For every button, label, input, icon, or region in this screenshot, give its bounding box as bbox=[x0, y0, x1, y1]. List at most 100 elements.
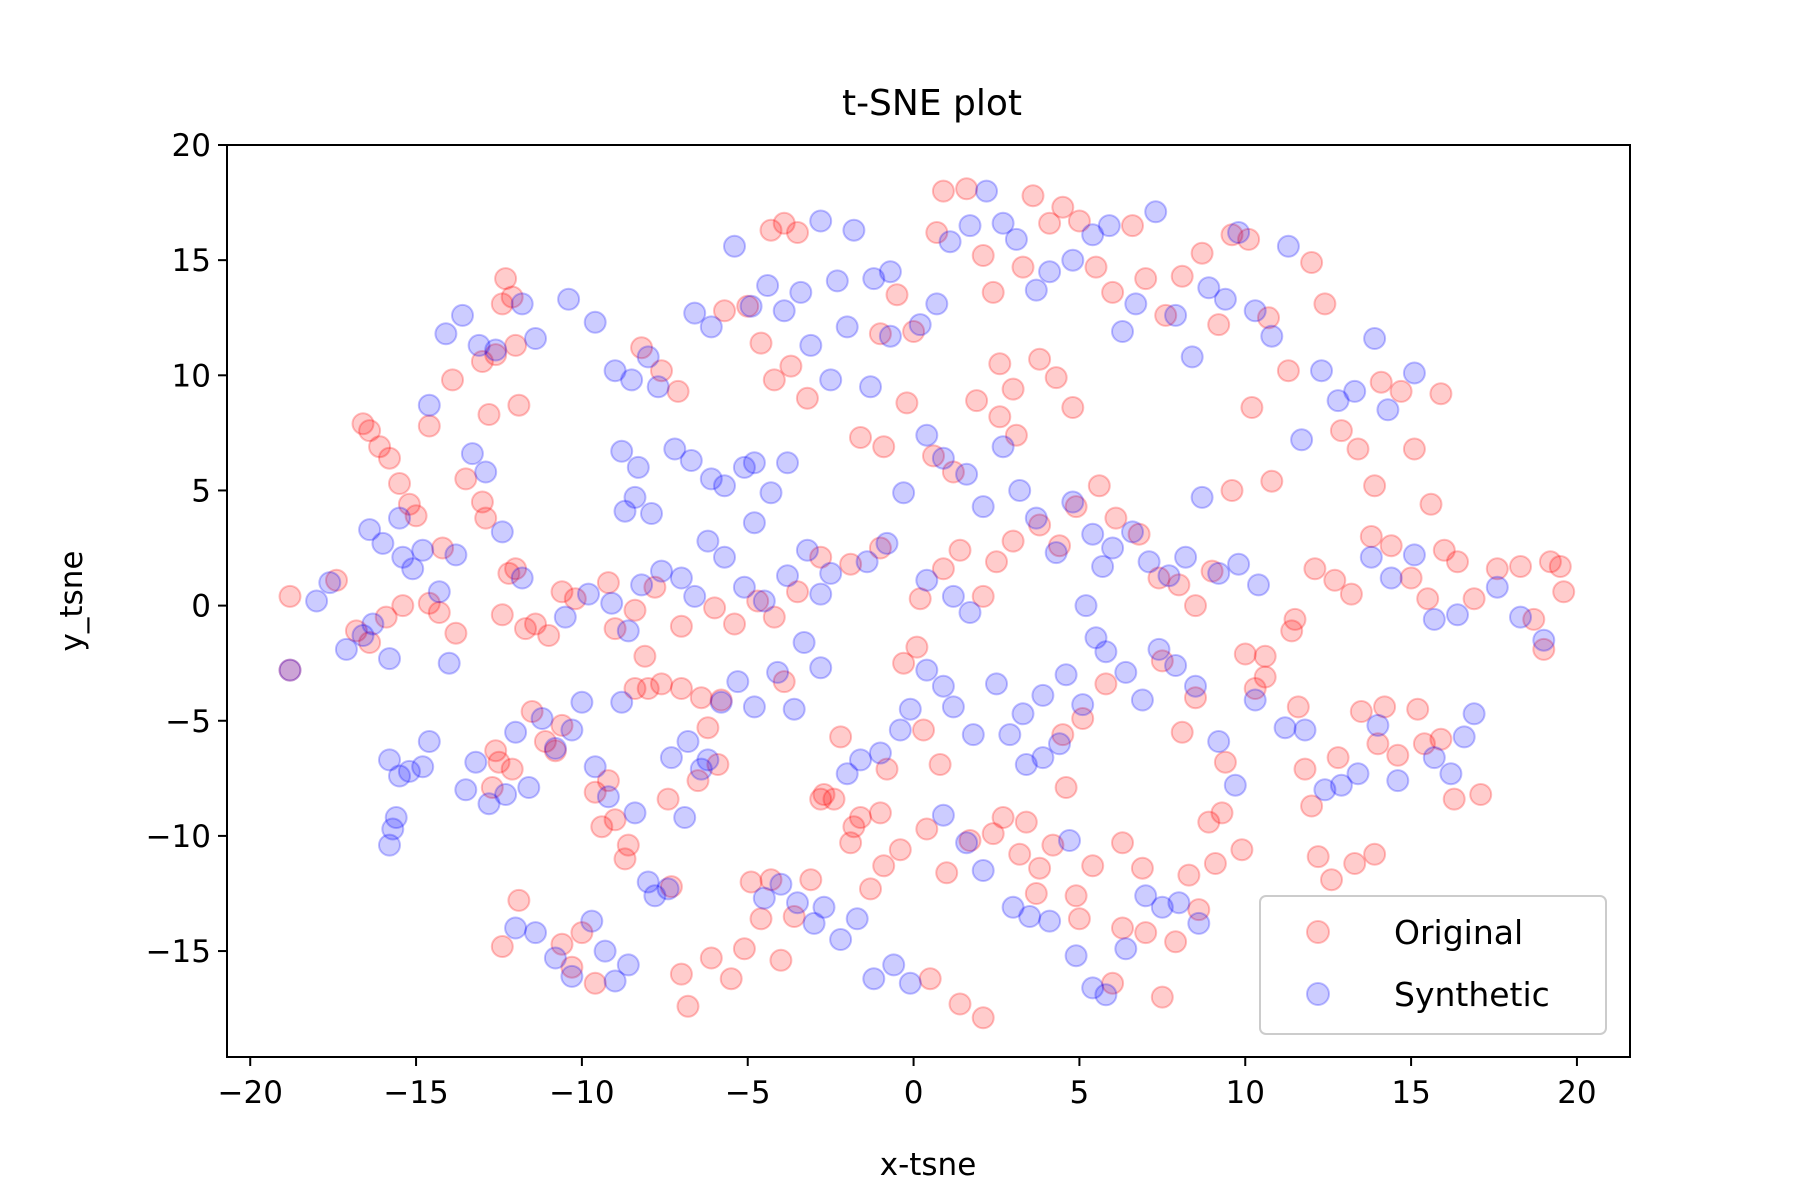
point-original-201 bbox=[1359, 525, 1383, 548]
point-synthetic-135 bbox=[1187, 911, 1211, 935]
point-synthetic-30 bbox=[610, 690, 634, 714]
point-original-66 bbox=[829, 725, 853, 749]
point-original-9 bbox=[397, 492, 421, 516]
point-original-20 bbox=[494, 267, 518, 291]
point-synthetic-43 bbox=[490, 520, 514, 544]
point-original-60 bbox=[759, 868, 783, 892]
point-original-111 bbox=[1485, 557, 1509, 581]
point-synthetic-99 bbox=[1091, 555, 1115, 578]
legend-label-original: Original bbox=[1394, 913, 1523, 952]
point-synthetic-185 bbox=[991, 211, 1015, 235]
x-tick-label: −10 bbox=[549, 1075, 614, 1111]
point-original-72 bbox=[892, 651, 916, 675]
point-synthetic-136 bbox=[1001, 895, 1025, 919]
point-synthetic-215 bbox=[915, 423, 939, 447]
point-synthetic-127 bbox=[504, 916, 528, 940]
x-tick-label: 15 bbox=[1391, 1075, 1430, 1111]
point-original-229 bbox=[888, 838, 912, 862]
point-synthetic-122 bbox=[603, 969, 627, 993]
point-synthetic-182 bbox=[938, 230, 962, 254]
point-original-12 bbox=[417, 591, 441, 615]
point-original-140 bbox=[1207, 313, 1231, 337]
point-synthetic-10 bbox=[388, 764, 411, 788]
point-original-6 bbox=[368, 435, 392, 459]
point-original-73 bbox=[905, 635, 929, 659]
point-original-173 bbox=[762, 605, 786, 629]
point-original-55 bbox=[699, 946, 723, 970]
point-original-146 bbox=[1313, 292, 1337, 316]
point-synthetic-101 bbox=[766, 660, 790, 684]
point-synthetic-224 bbox=[1081, 522, 1105, 546]
point-original-265 bbox=[772, 211, 796, 235]
point-original-206 bbox=[524, 612, 547, 636]
point-synthetic-130 bbox=[1094, 983, 1118, 1007]
point-original-90 bbox=[1150, 985, 1174, 1009]
point-original-136 bbox=[1134, 267, 1158, 291]
point-original-220 bbox=[590, 815, 614, 839]
point-original-129 bbox=[1021, 184, 1045, 208]
point-synthetic-74 bbox=[792, 631, 816, 654]
point-synthetic-54 bbox=[603, 359, 627, 383]
legend-box bbox=[1259, 895, 1607, 1035]
x-axis-label: x-tsne bbox=[880, 1147, 977, 1183]
point-original-95 bbox=[1203, 852, 1227, 875]
point-original-44 bbox=[616, 833, 640, 857]
point-original-259 bbox=[965, 389, 989, 413]
point-synthetic-128 bbox=[1064, 944, 1088, 968]
point-original-187 bbox=[1087, 474, 1111, 498]
point-original-218 bbox=[550, 713, 574, 737]
point-original-97 bbox=[1230, 838, 1254, 862]
point-original-53 bbox=[696, 716, 720, 740]
point-original-192 bbox=[1184, 594, 1207, 618]
point-synthetic-210 bbox=[799, 333, 823, 357]
point-synthetic-252 bbox=[669, 566, 693, 590]
point-synthetic-42 bbox=[474, 460, 498, 484]
point-original-23 bbox=[507, 393, 531, 417]
point-original-267 bbox=[759, 218, 783, 242]
point-synthetic-58 bbox=[610, 439, 634, 463]
point-original-40 bbox=[583, 780, 607, 804]
point-synthetic-28 bbox=[583, 755, 607, 779]
point-original-196 bbox=[1260, 469, 1284, 493]
point-original-160 bbox=[762, 368, 786, 392]
point-synthetic-133 bbox=[1150, 895, 1174, 919]
point-synthetic-221 bbox=[1024, 506, 1048, 530]
point-original-124 bbox=[971, 244, 995, 267]
point-original-135 bbox=[1121, 214, 1144, 238]
point-synthetic-46 bbox=[434, 322, 458, 346]
point-original-166 bbox=[603, 617, 627, 641]
point-synthetic-69 bbox=[696, 529, 720, 553]
point-original-153 bbox=[1419, 492, 1443, 516]
y-tick-label: −5 bbox=[165, 704, 211, 740]
point-original-236 bbox=[1051, 723, 1075, 747]
point-synthetic-20 bbox=[477, 792, 501, 816]
point-synthetic-44 bbox=[510, 566, 534, 590]
point-original-221 bbox=[636, 677, 660, 700]
point-original-103 bbox=[1320, 868, 1343, 892]
point-original-263 bbox=[1044, 366, 1068, 390]
point-original-183 bbox=[1001, 529, 1025, 553]
point-synthetic-153 bbox=[1346, 762, 1370, 786]
point-original-28 bbox=[487, 750, 511, 774]
point-synthetic-233 bbox=[1247, 573, 1270, 597]
point-original-117 bbox=[1538, 550, 1562, 574]
point-synthetic-106 bbox=[676, 730, 700, 753]
legend-label-synthetic: Synthetic bbox=[1394, 975, 1550, 1014]
point-original-38 bbox=[563, 587, 587, 611]
point-synthetic-146 bbox=[1207, 730, 1231, 753]
point-original-168 bbox=[643, 575, 667, 599]
point-original-207 bbox=[537, 624, 561, 647]
point-original-154 bbox=[1429, 382, 1453, 406]
point-original-219 bbox=[543, 739, 567, 763]
point-synthetic-199 bbox=[1227, 221, 1251, 244]
point-original-101 bbox=[1293, 757, 1317, 781]
point-original-235 bbox=[1028, 856, 1052, 880]
point-original-26 bbox=[514, 617, 537, 641]
point-original-102 bbox=[1300, 794, 1324, 818]
point-synthetic-187 bbox=[1024, 278, 1048, 302]
point-original-74 bbox=[912, 718, 935, 742]
point-original-240 bbox=[1130, 856, 1154, 880]
point-synthetic-223 bbox=[1061, 490, 1085, 514]
ticks-layer: −20 −15 −10 −5 0 5 10 15 20 −15 −10 −5 0 5 10 15 20 bbox=[146, 128, 1597, 1111]
point-original-47 bbox=[650, 672, 673, 696]
